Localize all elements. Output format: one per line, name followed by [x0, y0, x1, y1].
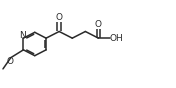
Text: O: O	[95, 20, 102, 29]
Text: N: N	[19, 31, 25, 40]
Text: O: O	[56, 13, 63, 22]
Text: OH: OH	[109, 34, 123, 43]
Text: O: O	[6, 57, 13, 66]
